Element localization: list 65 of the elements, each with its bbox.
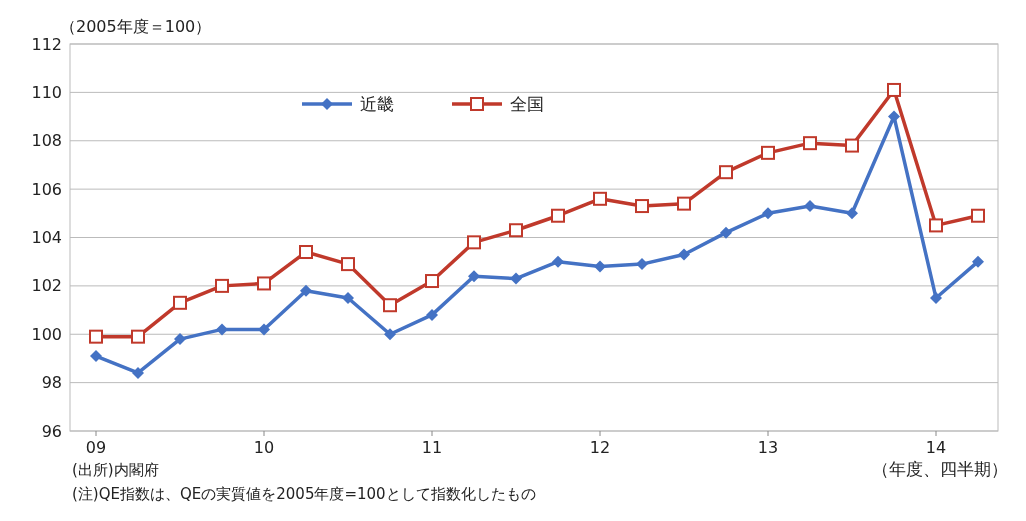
point	[552, 255, 564, 268]
point	[846, 207, 858, 220]
point	[509, 223, 523, 238]
y-tick-label: 98	[41, 373, 62, 393]
y-tick-label: 108	[31, 131, 62, 151]
y-tick-label: 96	[41, 421, 62, 441]
point	[930, 291, 942, 304]
point	[467, 235, 481, 250]
point	[426, 308, 438, 321]
point	[594, 260, 606, 273]
point	[90, 350, 102, 363]
legend-label: 近畿	[360, 93, 394, 114]
point	[383, 298, 397, 313]
text: (注)QE指数は、QEの実質値を2005年度=100として指数化したもの	[72, 485, 536, 503]
point	[845, 138, 859, 153]
point	[636, 258, 648, 271]
point	[300, 284, 312, 297]
point	[678, 248, 690, 261]
point	[803, 136, 817, 151]
x-tick-label: 14	[925, 438, 947, 457]
point	[342, 291, 354, 304]
y-tick-label: 100	[31, 324, 62, 344]
text: (出所)内閣府	[72, 461, 159, 479]
point	[425, 274, 439, 289]
point	[593, 191, 607, 206]
point	[761, 145, 775, 160]
point	[971, 208, 985, 223]
point	[131, 329, 145, 344]
point	[258, 323, 270, 336]
point	[929, 218, 943, 233]
point	[215, 278, 229, 293]
y-tick-label: 106	[31, 179, 62, 199]
point	[257, 276, 271, 291]
point	[299, 245, 313, 260]
point	[635, 199, 649, 214]
point	[341, 257, 355, 272]
y-axis-title: （2005年度＝100）	[60, 17, 212, 36]
x-tick-label: 12	[589, 438, 611, 457]
point	[677, 196, 691, 211]
point	[174, 333, 186, 346]
point	[762, 207, 774, 220]
point	[551, 208, 565, 223]
point	[804, 200, 816, 213]
y-tick-label: 112	[31, 34, 62, 54]
x-tick-label: 09	[85, 438, 107, 457]
point	[216, 323, 228, 336]
point	[510, 272, 522, 285]
point	[720, 226, 732, 239]
x-axis-title: （年度、四半期）	[872, 459, 1008, 479]
point	[132, 366, 144, 379]
y-tick-label: 104	[31, 228, 62, 248]
legend-label: 全国	[510, 93, 544, 114]
x-tick-label: 13	[757, 438, 779, 457]
point	[384, 328, 396, 341]
y-tick-label: 102	[31, 276, 62, 296]
x-tick-label: 10	[253, 438, 275, 457]
x-tick-label: 11	[421, 438, 443, 457]
point	[89, 329, 103, 344]
point	[887, 82, 901, 97]
point	[972, 255, 984, 268]
point	[888, 110, 900, 123]
point	[468, 270, 480, 283]
y-tick-label: 110	[31, 82, 62, 102]
point	[719, 165, 733, 180]
point	[173, 295, 187, 310]
